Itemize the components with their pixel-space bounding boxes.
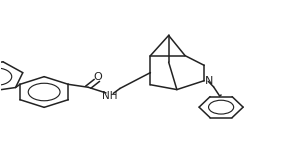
Text: O: O xyxy=(94,72,102,82)
Text: N: N xyxy=(205,76,213,86)
Text: NH: NH xyxy=(102,91,117,101)
